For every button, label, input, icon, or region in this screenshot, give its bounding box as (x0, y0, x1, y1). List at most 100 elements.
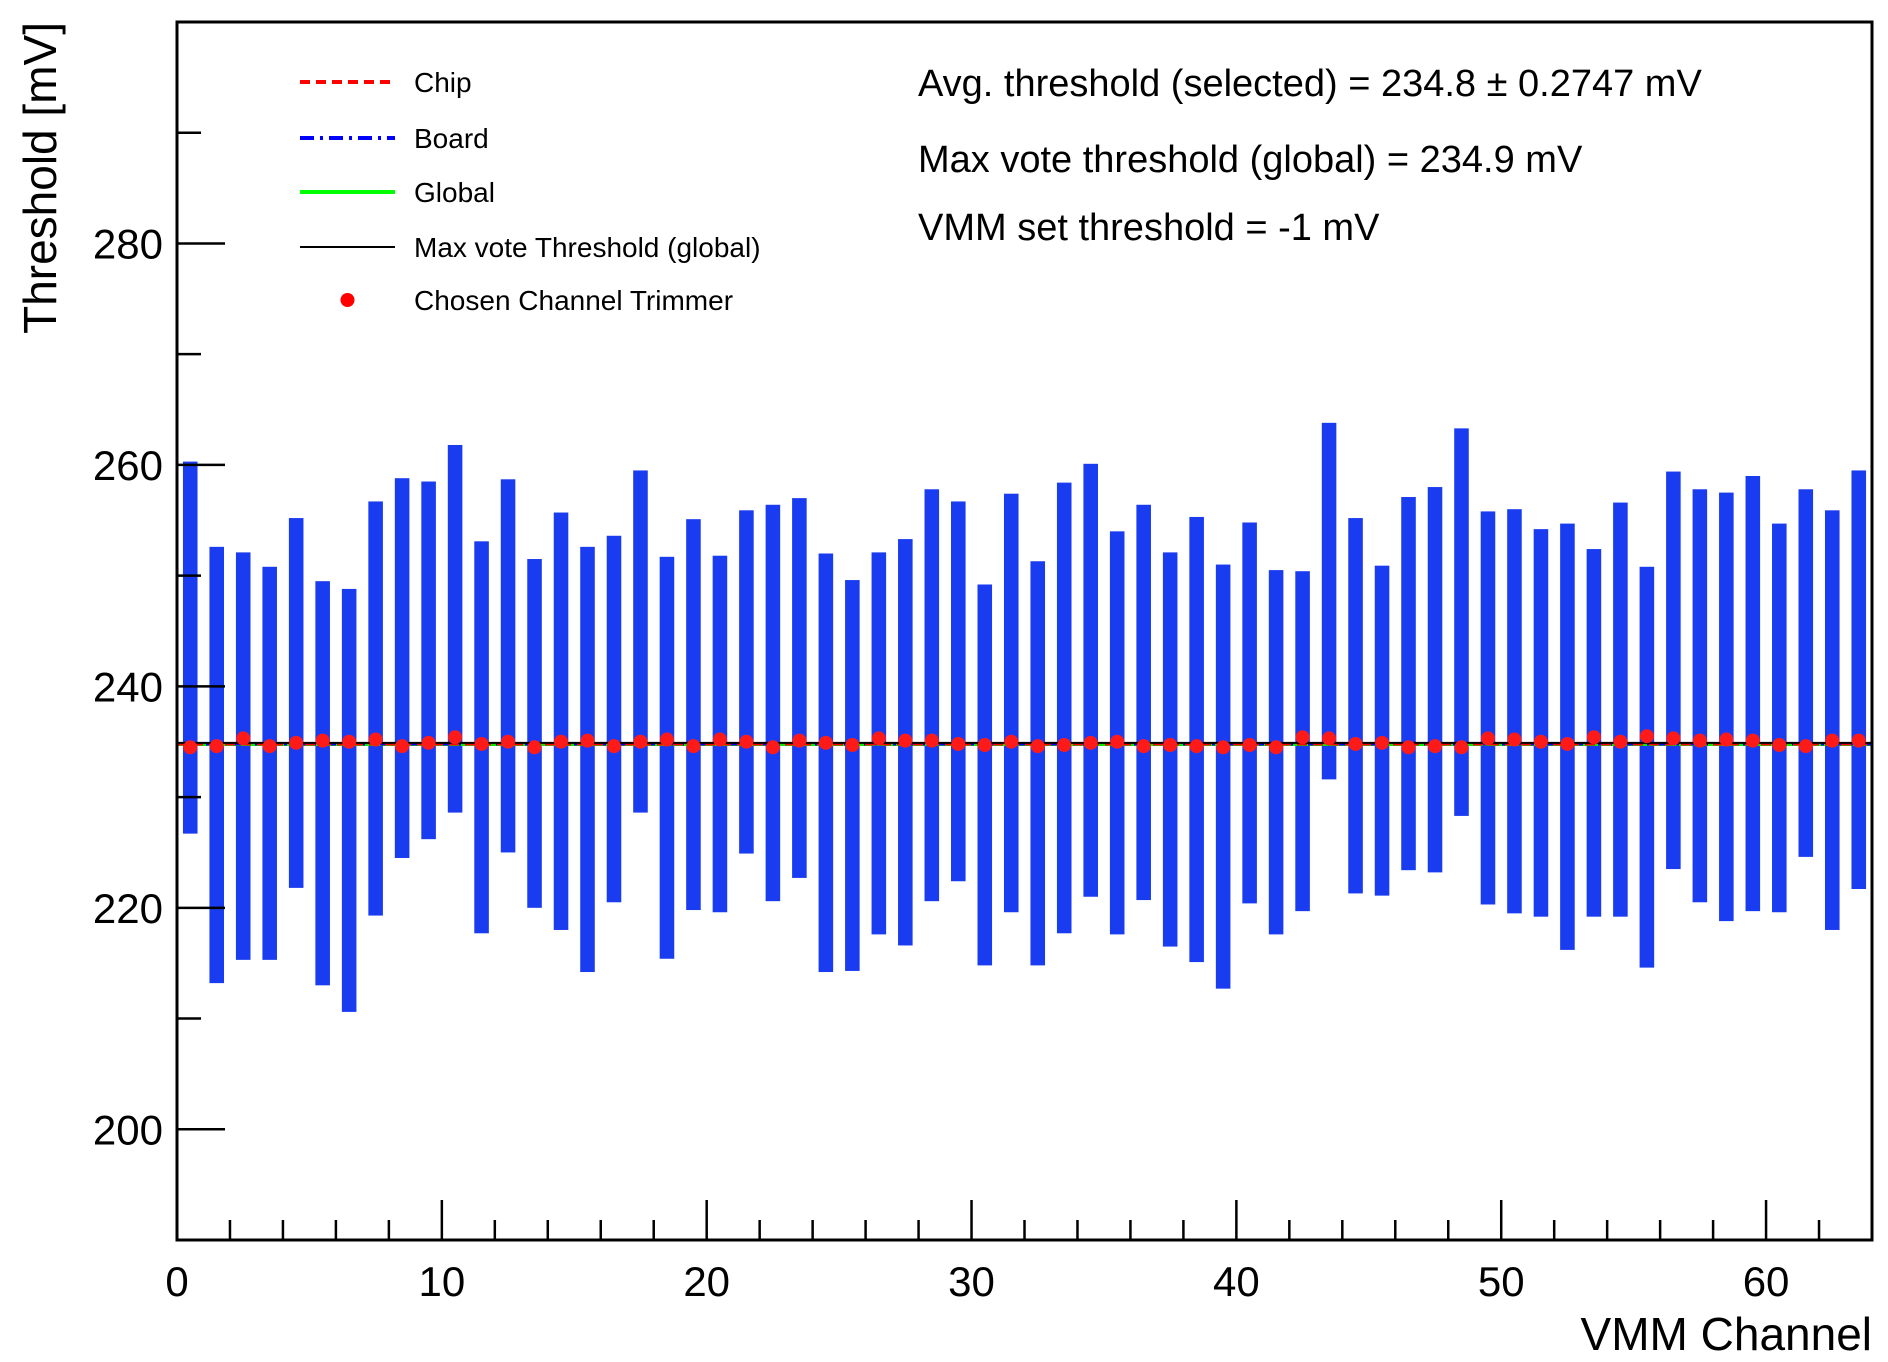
board-bar-13 (527, 559, 542, 908)
trimmer-point-40 (1243, 738, 1257, 752)
legend-item-1: Board (300, 123, 489, 154)
board-bar-55 (1640, 567, 1655, 968)
trimmer-point-46 (1402, 740, 1416, 754)
board-bar-45 (1375, 566, 1390, 896)
annotation-2: VMM set threshold = -1 mV (918, 207, 1380, 249)
board-bar-9 (421, 482, 436, 840)
y-tick-label: 200 (93, 1106, 163, 1153)
board-bar-30 (977, 584, 992, 965)
legend-item-3: Max vote Threshold (global) (300, 232, 761, 263)
board-bar-35 (1110, 531, 1125, 934)
board-bar-32 (1030, 561, 1045, 965)
legend-swatch (341, 293, 355, 307)
board-bar-33 (1057, 483, 1072, 934)
trimmer-point-51 (1534, 735, 1548, 749)
trimmer-point-11 (475, 737, 489, 751)
trimmer-point-1 (210, 739, 224, 753)
board-bar-58 (1719, 493, 1734, 922)
board-bar-5 (315, 581, 330, 985)
board-bar-52 (1560, 524, 1575, 950)
board-bar-63 (1851, 470, 1866, 889)
board-bar-15 (580, 547, 595, 972)
trimmer-point-56 (1666, 731, 1680, 745)
trimmer-point-53 (1587, 730, 1601, 744)
legend-label: Max vote Threshold (global) (414, 232, 761, 263)
trimmer-point-58 (1719, 733, 1733, 747)
trimmer-point-27 (898, 734, 912, 748)
trimmer-point-44 (1349, 737, 1363, 751)
trimmer-point-47 (1428, 739, 1442, 753)
board-bar-22 (766, 505, 781, 901)
trimmer-point-16 (607, 739, 621, 753)
trimmer-point-63 (1852, 734, 1866, 748)
board-bar-59 (1746, 476, 1761, 911)
trimmer-point-15 (581, 734, 595, 748)
trimmer-point-57 (1693, 734, 1707, 748)
trimmer-point-28 (925, 734, 939, 748)
trimmer-point-25 (845, 738, 859, 752)
board-bar-44 (1348, 518, 1363, 893)
trimmer-point-18 (660, 733, 674, 747)
board-bar-25 (845, 580, 860, 971)
board-bar-50 (1507, 509, 1522, 913)
board-bar-18 (660, 557, 675, 959)
trimmer-point-7 (369, 733, 383, 747)
trimmer-point-23 (792, 734, 806, 748)
x-tick-label: 60 (1743, 1258, 1790, 1305)
trimmer-point-8 (395, 739, 409, 753)
legend-label: Chip (414, 67, 472, 98)
trimmer-point-33 (1057, 738, 1071, 752)
board-bar-7 (368, 501, 383, 915)
board-bar-10 (448, 445, 463, 813)
x-tick-label: 0 (165, 1258, 188, 1305)
x-tick-label: 30 (948, 1258, 995, 1305)
y-axis-title: Threshold [mV] (14, 22, 66, 334)
board-bar-3 (262, 567, 277, 960)
trimmer-point-38 (1190, 739, 1204, 753)
y-tick-label: 260 (93, 442, 163, 489)
trimmer-point-41 (1269, 740, 1283, 754)
trimmer-point-26 (872, 731, 886, 745)
board-bar-49 (1481, 511, 1496, 904)
trimmer-point-61 (1799, 739, 1813, 753)
trimmer-point-20 (713, 733, 727, 747)
board-bar-43 (1322, 423, 1337, 780)
board-bar-62 (1825, 510, 1840, 930)
board-bar-8 (395, 478, 410, 858)
board-bar-1 (209, 547, 224, 983)
board-bar-60 (1772, 524, 1787, 913)
trimmer-point-10 (448, 730, 462, 744)
board-bar-17 (633, 470, 648, 812)
trimmer-point-34 (1084, 736, 1098, 750)
board-range-bars (183, 423, 1866, 1012)
board-bar-28 (925, 489, 940, 901)
trimmer-point-19 (686, 739, 700, 753)
trimmer-point-48 (1454, 740, 1468, 754)
trimmer-point-50 (1507, 733, 1521, 747)
trimmer-point-52 (1560, 737, 1574, 751)
board-bar-36 (1136, 505, 1151, 900)
trimmer-point-49 (1481, 731, 1495, 745)
trimmer-point-39 (1216, 740, 1230, 754)
trimmer-point-6 (342, 735, 356, 749)
trimmer-point-62 (1825, 734, 1839, 748)
y-tick-label: 240 (93, 663, 163, 710)
trimmer-point-30 (978, 738, 992, 752)
trimmer-point-13 (528, 740, 542, 754)
board-bar-19 (686, 519, 701, 910)
board-bar-24 (819, 553, 834, 972)
board-bar-16 (607, 536, 622, 903)
trimmer-point-22 (766, 740, 780, 754)
legend-label: Chosen Channel Trimmer (414, 285, 733, 316)
trimmer-point-55 (1640, 729, 1654, 743)
board-bar-21 (739, 510, 754, 853)
board-bar-46 (1401, 497, 1416, 870)
board-bar-4 (289, 518, 304, 888)
trimmer-point-60 (1772, 738, 1786, 752)
board-bar-56 (1666, 472, 1681, 870)
annotation-0: Avg. threshold (selected) = 234.8 ± 0.27… (918, 63, 1702, 105)
trimmer-point-24 (819, 736, 833, 750)
legend-item-2: Global (300, 177, 495, 208)
x-tick-label: 50 (1478, 1258, 1525, 1305)
x-tick-label: 20 (683, 1258, 730, 1305)
